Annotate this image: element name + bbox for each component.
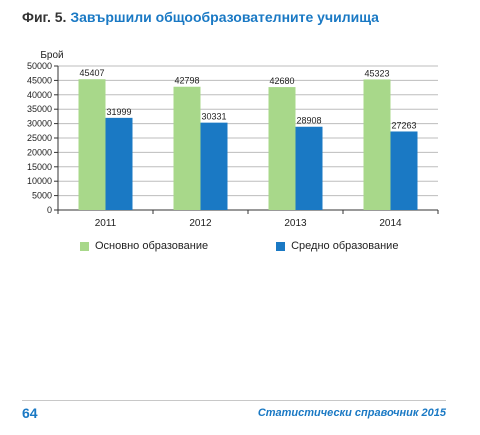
legend-item-secondary: Средно образование (276, 240, 398, 252)
bar-2011-secondary (105, 117, 133, 210)
bar-chart: 0 5000 10000 15000 20000 25000 30000 35000 40000… (27, 50, 439, 229)
legend-label-basic: Основно образование (95, 240, 209, 252)
data-label: 42798 (174, 76, 199, 86)
page-number: 64 (22, 405, 38, 421)
chart-legend: Основно образование Средно образование (80, 240, 398, 252)
data-label: 45323 (364, 68, 389, 78)
x-tick-label: 2014 (379, 218, 402, 229)
x-tick-label: 2012 (189, 218, 212, 229)
figure-title: Фиг. 5. Завършили общообразователните уч… (22, 9, 379, 25)
bar-2011-basic (78, 79, 106, 210)
legend-item-basic: Основно образование (80, 240, 208, 252)
bar-2014-basic (363, 79, 391, 210)
data-label: 27263 (391, 120, 416, 130)
legend-label-secondary: Средно образование (291, 240, 399, 252)
figure-name: Завършили общообразователните училища (70, 9, 379, 25)
bar-2013-basic (268, 87, 296, 210)
y-tick-label: 25000 (27, 133, 52, 143)
x-tick-label: 2011 (95, 218, 117, 229)
legend-swatch-basic (80, 241, 89, 251)
y-tick-label: 50000 (27, 61, 52, 71)
y-tick-label: 5000 (32, 191, 52, 201)
data-label: 45407 (79, 68, 104, 78)
y-tick-label: 20000 (27, 147, 52, 157)
bar-2012-basic (173, 86, 201, 210)
data-label: 31999 (106, 107, 131, 117)
y-tick-label: 15000 (27, 162, 52, 172)
bar-2014-secondary (390, 131, 418, 210)
y-axis-label: Брой (40, 50, 63, 61)
x-tick-label: 2013 (284, 218, 307, 229)
y-tick-label: 45000 (27, 75, 52, 85)
y-tick-label: 40000 (27, 90, 52, 100)
y-tick-label: 35000 (27, 104, 52, 114)
y-tick-label: 0 (47, 205, 52, 215)
page-footer: 64 Статистически справочник 2015 (22, 400, 446, 421)
bar-2012-secondary (200, 122, 228, 210)
data-label: 42680 (269, 76, 294, 86)
bar-2013-secondary (295, 126, 323, 210)
figure-number: Фиг. 5. (22, 9, 67, 25)
book-title: Статистически справочник 2015 (257, 407, 446, 419)
data-label: 28908 (296, 116, 321, 126)
data-label: 30331 (201, 112, 226, 122)
legend-swatch-secondary (276, 241, 286, 251)
y-tick-label: 10000 (27, 176, 52, 186)
y-tick-label: 30000 (27, 119, 52, 129)
